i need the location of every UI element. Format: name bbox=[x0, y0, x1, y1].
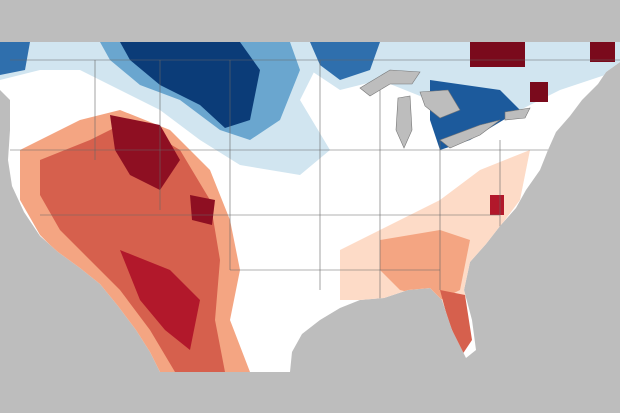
cool-area bbox=[300, 42, 620, 120]
great-lakes bbox=[359, 69, 531, 149]
hot-core bbox=[110, 115, 180, 190]
warm-area bbox=[380, 230, 470, 300]
lake bbox=[359, 69, 421, 97]
warm-area bbox=[440, 290, 472, 355]
borders bbox=[10, 59, 620, 300]
warm-spot bbox=[590, 42, 615, 62]
warm-spot bbox=[470, 42, 525, 67]
warm-spot bbox=[490, 195, 504, 215]
lake bbox=[395, 95, 413, 149]
hot-core bbox=[120, 250, 200, 350]
cold-core bbox=[120, 42, 260, 128]
lake bbox=[419, 89, 461, 119]
warm-spot bbox=[530, 82, 548, 102]
border bbox=[10, 149, 620, 271]
hot-core bbox=[190, 195, 215, 225]
lake bbox=[439, 119, 501, 149]
cool-area bbox=[0, 42, 30, 75]
cool-area bbox=[310, 42, 380, 80]
border bbox=[94, 60, 501, 300]
lake bbox=[504, 107, 531, 121]
